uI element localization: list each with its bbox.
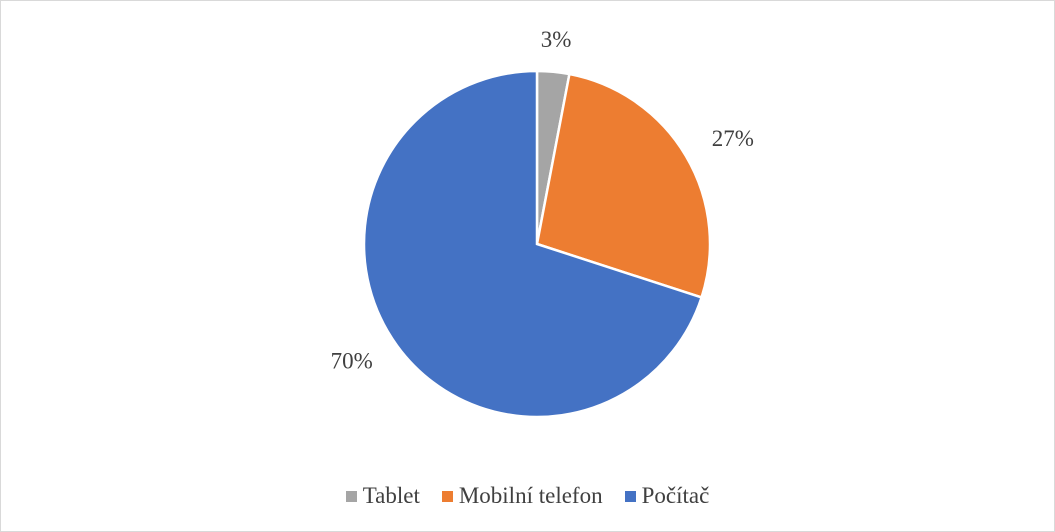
legend-item: Tablet: [345, 483, 420, 509]
legend-item: Počítač: [624, 483, 710, 509]
legend-item: Mobilní telefon: [441, 483, 603, 509]
legend-label: Mobilní telefon: [458, 483, 603, 508]
legend-swatch: [441, 490, 453, 502]
pie-slice: [535, 72, 712, 300]
legend-swatch: [624, 490, 636, 502]
data-label: 3%: [541, 27, 572, 52]
data-label: 27%: [712, 126, 754, 151]
legend: Tablet Mobilní telefon Počítač: [1, 483, 1054, 509]
data-label: 70%: [331, 349, 373, 374]
legend-label: Tablet: [362, 483, 420, 508]
legend-label: Počítač: [641, 483, 710, 508]
legend-swatch: [345, 490, 357, 502]
pie-slice: [362, 69, 704, 419]
